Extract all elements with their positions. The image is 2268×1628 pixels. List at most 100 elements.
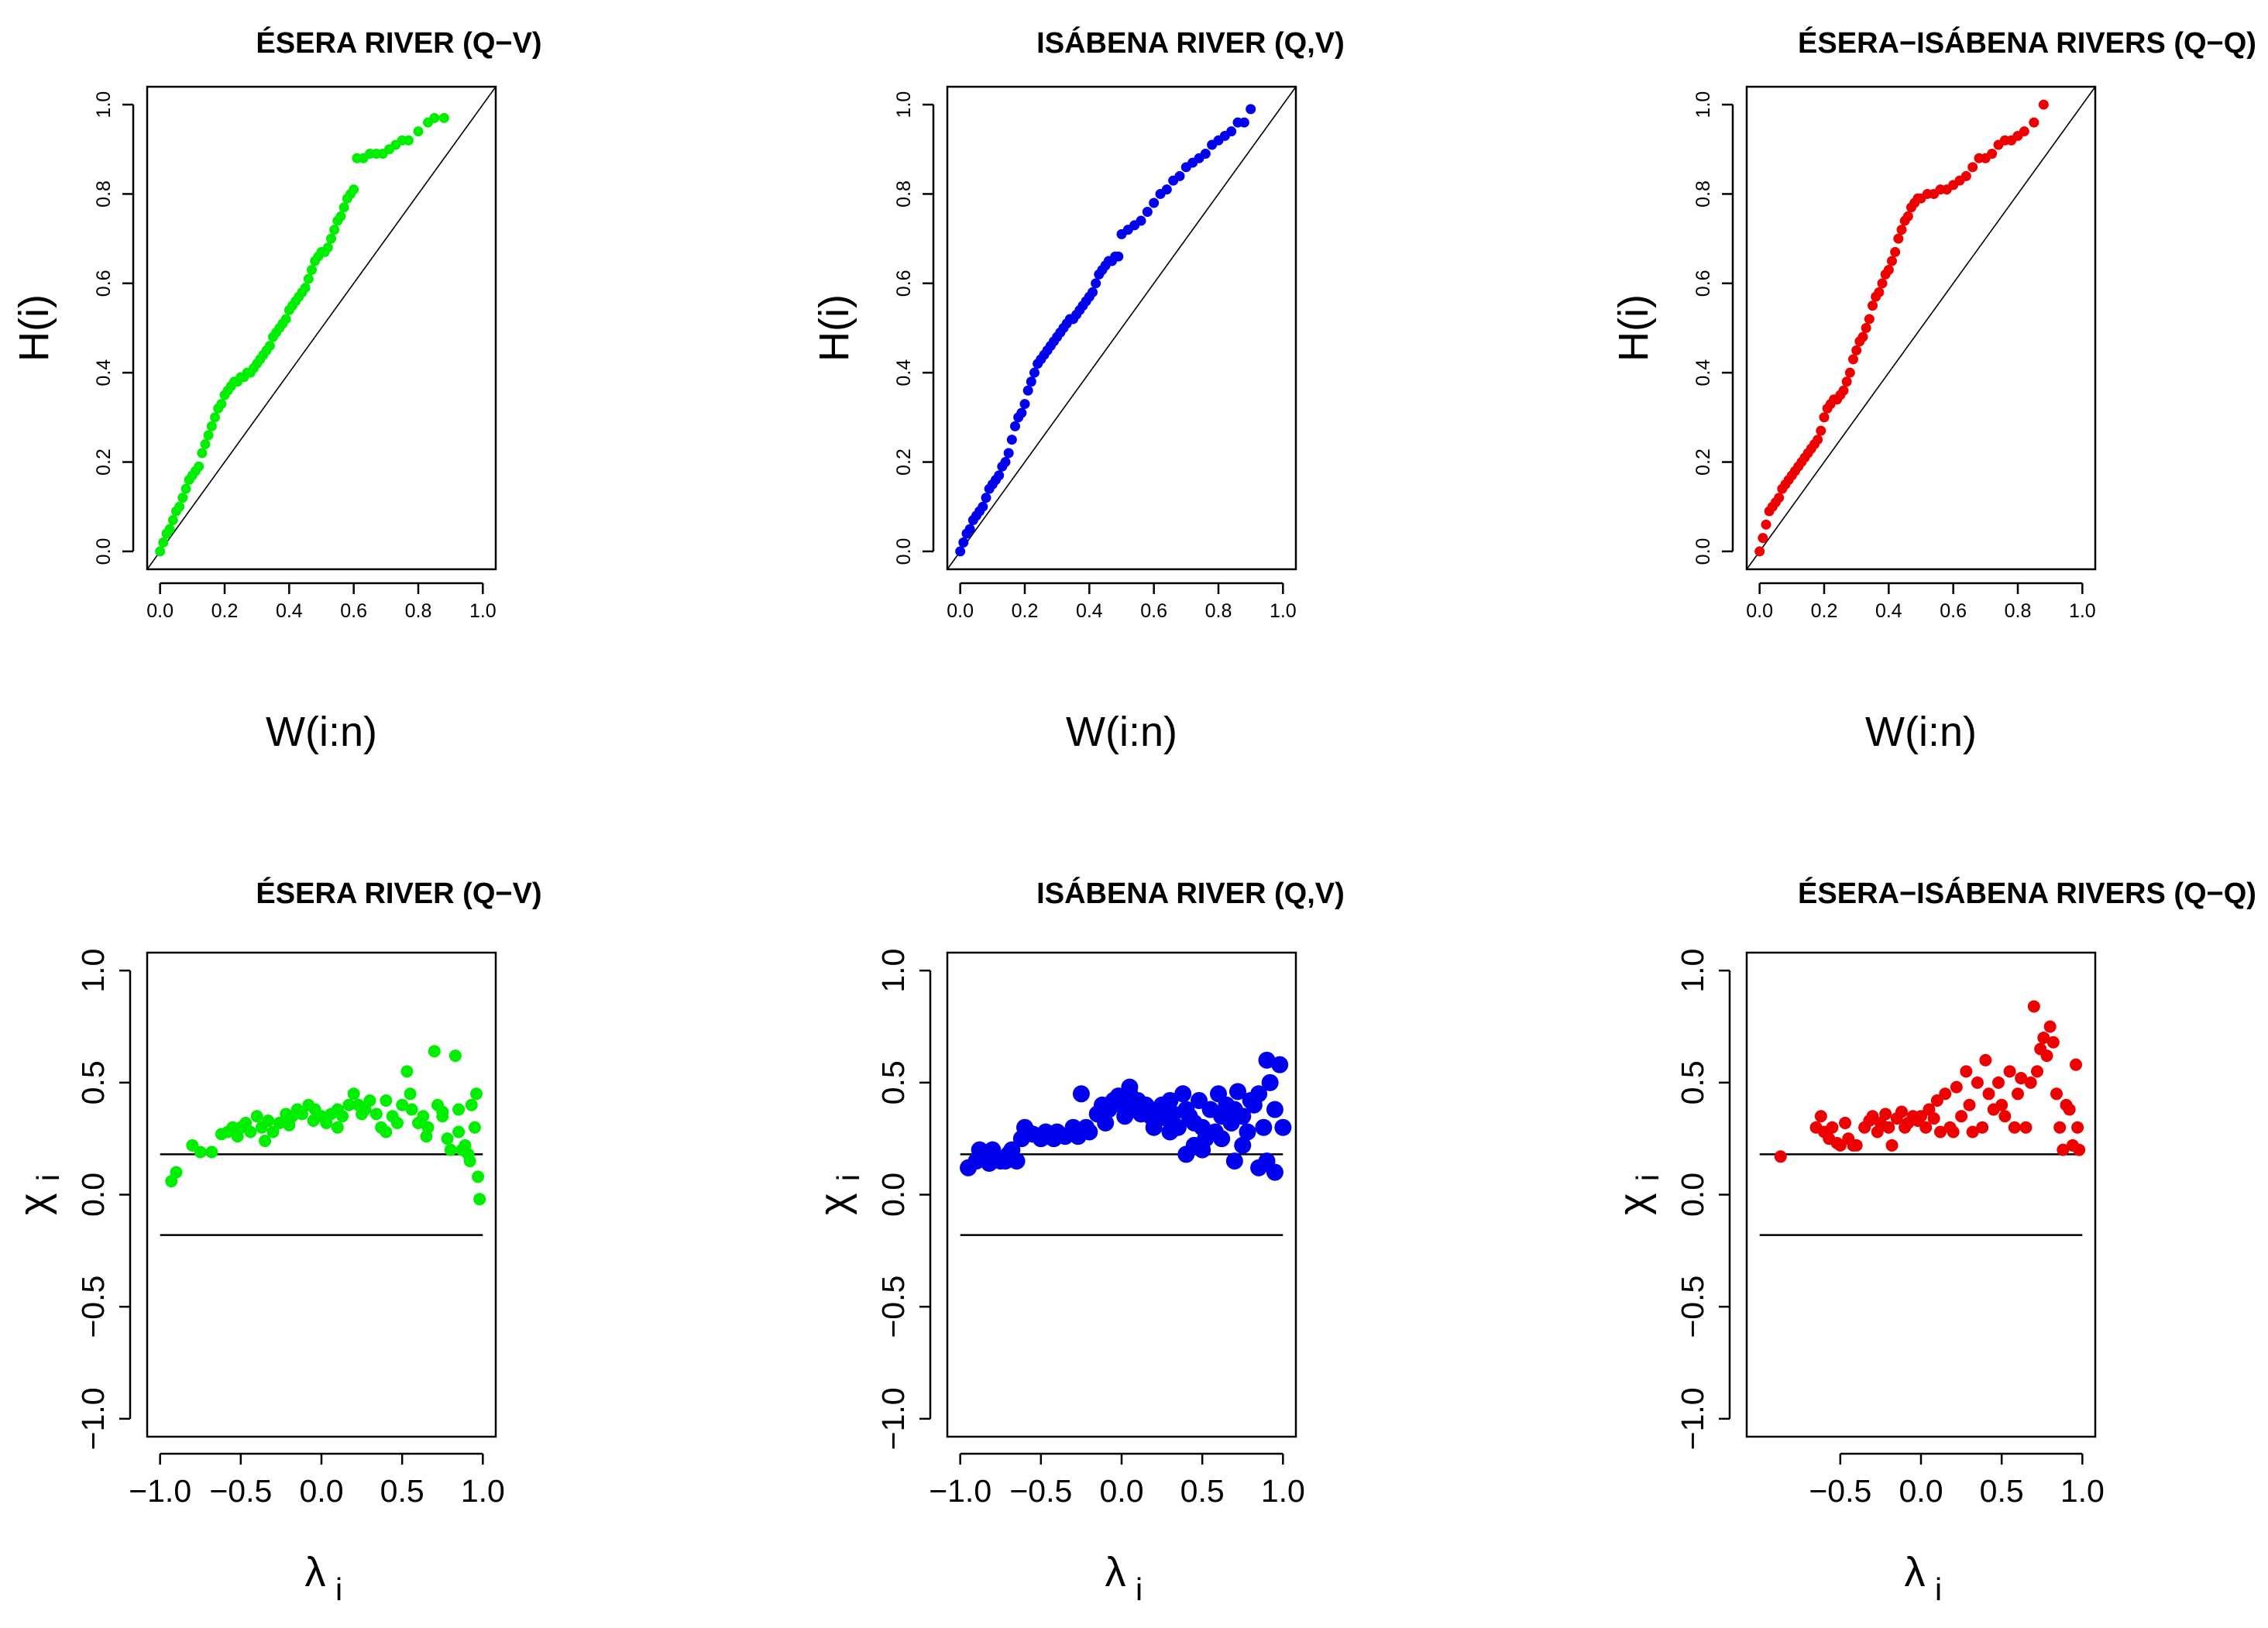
data-point [1850,1139,1863,1152]
data-point [1998,1110,2012,1123]
x-tick-label: 0.0 [1100,1473,1144,1509]
data-point [1976,1121,1989,1134]
data-point [2027,1000,2040,1013]
y-tick-label: 0.0 [1675,1173,1710,1217]
data-point [1848,354,1858,365]
data-point [1882,1121,1895,1134]
plot-frame [946,951,1297,1438]
x-tick-label: −0.5 [1809,1473,1871,1509]
y-tick-label: 0.0 [93,538,115,565]
y-axis-label: χ [811,1193,857,1214]
data-point [2031,1065,2043,1078]
x-tick-label: −1.0 [129,1473,191,1509]
data-point [1185,1136,1203,1154]
x-tick-label: 0.2 [1811,600,1838,622]
x-tick-label: 0.5 [380,1473,424,1509]
data-point [1161,1123,1179,1141]
data-point [273,1116,286,1129]
data-point [1250,1085,1268,1103]
data-point [307,1115,320,1128]
data-point [1813,434,1823,445]
data-point [404,1087,417,1101]
data-point [1754,546,1765,557]
y-axis-label-subscript: i [1630,1174,1665,1181]
data-point [400,1065,414,1078]
x-tick-label: −1.0 [929,1473,991,1509]
data-point [1939,1087,1952,1101]
data-point [994,470,1005,481]
plot-frame [1745,85,2097,571]
y-tick-label: 0.4 [1692,359,1714,386]
data-point [1947,1125,1960,1139]
x-axis-label: W(i:n) [1066,709,1177,755]
y-tick-label: 1.0 [875,949,911,993]
data-point [1758,533,1768,544]
x-tick-label: 0.2 [1012,600,1039,622]
data-point [2040,1049,2053,1063]
data-point [964,524,975,534]
data-point [1174,170,1185,181]
data-point [1016,407,1027,418]
data-point [322,242,333,253]
data-point [473,1193,486,1206]
x-tick-label: 0.0 [300,1473,344,1509]
plot-frame [1745,951,2097,1438]
data-point [167,515,178,526]
data-point [1097,1114,1115,1132]
data-point [1992,1076,2005,1089]
data-point [1967,162,1978,173]
data-point [420,1130,433,1143]
data-point [1213,1130,1231,1148]
data-point [417,1110,430,1123]
chart-title: ISÁBENA RIVER (Q,V) [1036,26,1345,60]
data-point [1226,126,1237,137]
data-point [978,501,988,512]
plot-frame [946,85,1297,571]
data-point [262,1115,275,1128]
data-point [1987,149,1998,160]
data-point [2063,1103,2076,1116]
data-point [349,184,359,195]
data-point [1010,421,1020,431]
x-axis-label: λ [1905,1549,1926,1595]
data-point [1149,197,1160,208]
data-point [1274,1118,1292,1136]
data-point [200,438,211,449]
x-tick-label: 1.0 [469,600,497,622]
x-tick-label: 1.0 [2060,1473,2105,1509]
y-tick-label: 0.2 [893,448,915,476]
diagonal-reference-line [1746,86,2096,570]
data-point [1266,1101,1283,1118]
chart-title: ÉSERA RIVER (Q−V) [256,26,541,60]
x-tick-label: 1.0 [461,1473,505,1509]
data-point [2071,1121,2084,1134]
y-tick-label: 1.0 [1675,949,1710,993]
y-tick-label: 0.0 [1692,538,1714,565]
x-tick-label: 0.0 [1746,600,1773,622]
data-point [436,1105,449,1118]
x-tick-label: 0.8 [1205,600,1232,622]
data-point [1960,1065,1973,1078]
x-tick-label: 1.0 [2069,600,2096,622]
y-axis-label: χ [1610,1193,1657,1214]
data-point [180,483,191,494]
x-tick-label: 0.5 [1180,1473,1225,1509]
data-point [1022,385,1033,396]
data-point [1145,1118,1163,1136]
data-point [1857,331,1868,342]
data-point [1072,1085,1090,1103]
data-point [170,1166,183,1179]
data-point [336,1110,349,1123]
data-point [1225,1152,1243,1170]
data-point [1000,457,1011,468]
data-point [158,537,169,548]
data-point [1091,278,1101,289]
data-point [1887,256,1897,266]
diagonal-reference-line [146,86,497,570]
x-tick-label: 0.4 [1875,600,1902,622]
data-point [1955,1110,1968,1123]
x-tick-label: 0.8 [405,600,432,622]
chart-title: ÉSERA RIVER (Q−V) [256,876,541,910]
panel-isabena-hi-wi: ISÁBENA RIVER (Q,V) 0.0 0.2 0.4 0.6 0.8 1.0 0.0… [811,26,1345,755]
